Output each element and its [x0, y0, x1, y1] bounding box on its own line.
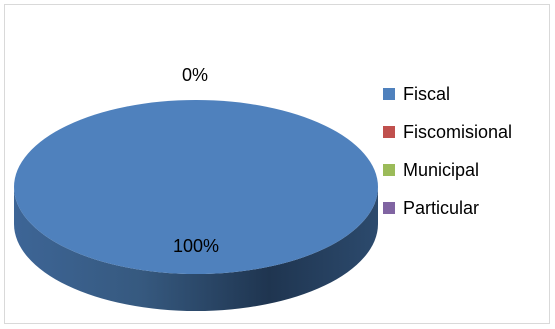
pie-side-fiscal [14, 187, 378, 311]
legend-swatch-municipal [383, 164, 395, 176]
legend-label-fiscal: Fiscal [403, 84, 451, 104]
data-label-others: 0% [182, 65, 208, 85]
legend-swatch-particular [383, 202, 395, 214]
pie-slice-fiscal [14, 100, 378, 274]
pie-chart: 100% 0% [14, 65, 378, 311]
chart-area: 100% 0% Fiscal Fiscomisional Municipal P… [4, 4, 550, 324]
legend-swatch-fiscal [383, 88, 395, 100]
pie-slices [14, 100, 378, 311]
data-label-fiscal: 100% [173, 236, 219, 256]
legend-label-municipal: Municipal [403, 160, 480, 180]
legend-label-fiscomisional: Fiscomisional [403, 122, 513, 142]
legend-swatch-fiscomisional [383, 126, 395, 138]
legend-label-particular: Particular [403, 198, 480, 218]
